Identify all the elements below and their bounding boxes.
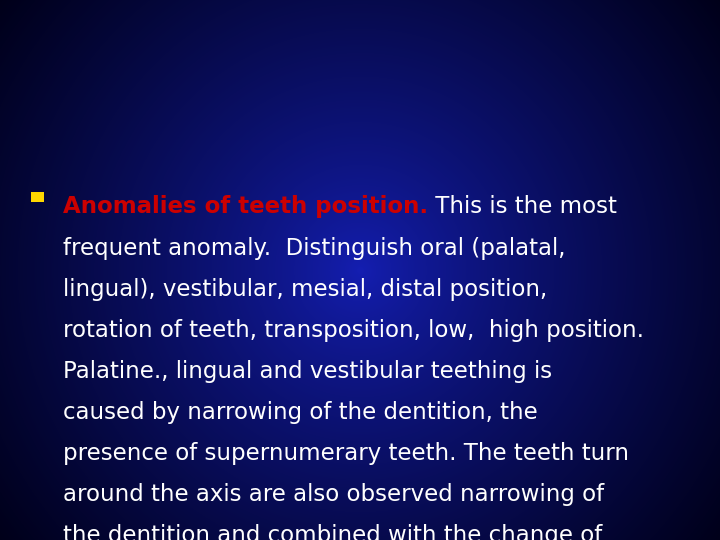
- Text: caused by narrowing of the dentition, the: caused by narrowing of the dentition, th…: [63, 401, 538, 424]
- Text: the dentition and combined with the change of: the dentition and combined with the chan…: [63, 524, 603, 540]
- Text: presence of supernumerary teeth. The teeth turn: presence of supernumerary teeth. The tee…: [63, 442, 629, 465]
- Text: Palatine., lingual and vestibular teething is: Palatine., lingual and vestibular teethi…: [63, 360, 552, 383]
- Bar: [31, 192, 44, 202]
- Text: lingual), vestibular, mesial, distal position,: lingual), vestibular, mesial, distal pos…: [63, 278, 548, 301]
- Text: frequent anomaly.  Distinguish oral (palatal,: frequent anomaly. Distinguish oral (pala…: [63, 237, 566, 260]
- Text: Anomalies of teeth position.: Anomalies of teeth position.: [63, 195, 428, 219]
- Text: rotation of teeth, transposition, low,  high position.: rotation of teeth, transposition, low, h…: [63, 319, 644, 342]
- Text: around the axis are also observed narrowing of: around the axis are also observed narrow…: [63, 483, 605, 506]
- Text: This is the most: This is the most: [428, 195, 617, 219]
